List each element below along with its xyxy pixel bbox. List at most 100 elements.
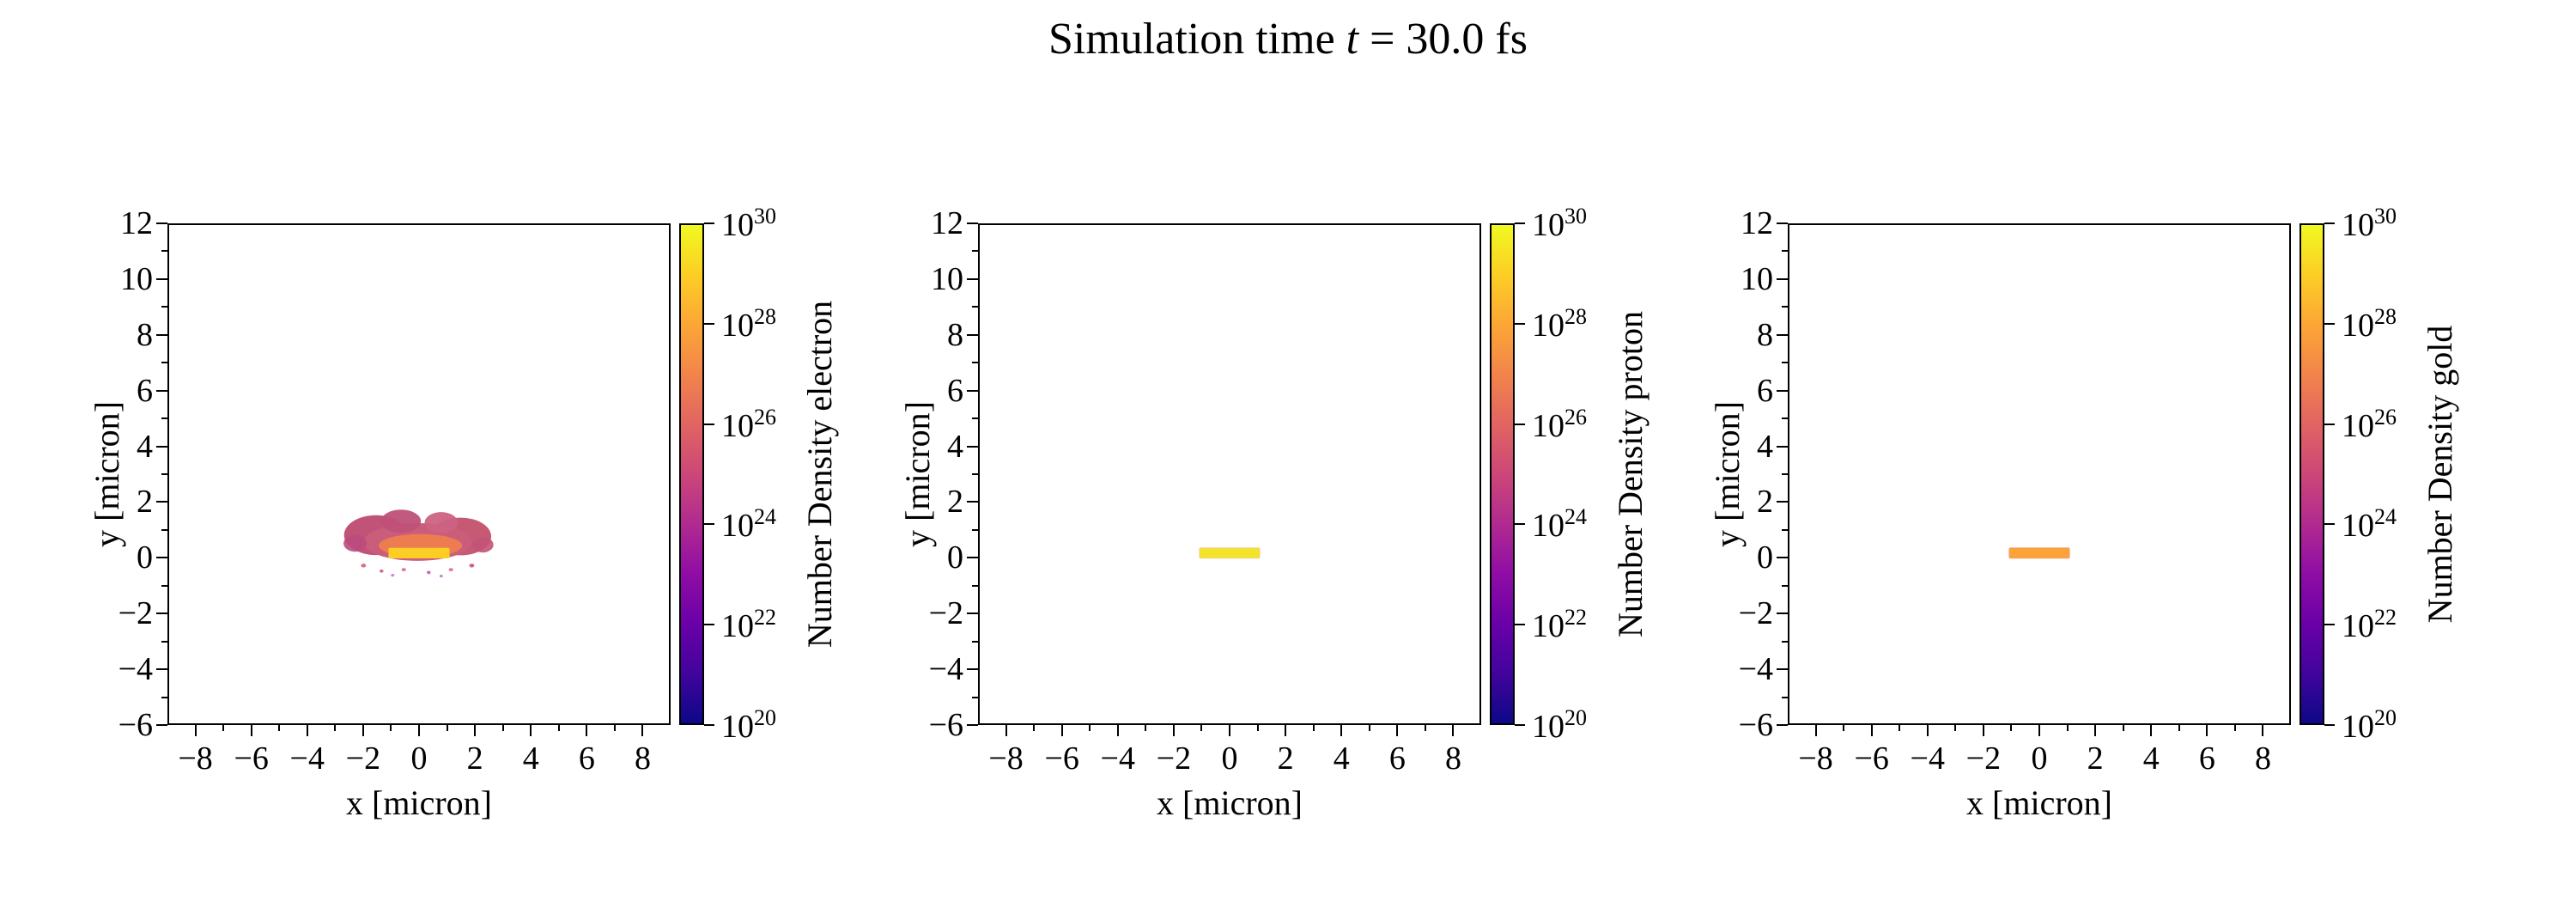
density-feature-electron <box>343 534 368 552</box>
colorbar-tick-mark <box>704 724 714 726</box>
colorbar-tick-label: 1024 <box>721 504 776 545</box>
x-tick-mark <box>530 725 532 736</box>
density-map-proton <box>1199 547 1261 559</box>
x-tick-label: 8 <box>1444 740 1461 777</box>
colorbar-tick-exponent: 26 <box>1564 404 1587 430</box>
x-tick-mark <box>1285 725 1287 736</box>
y-tick-mark <box>1777 501 1788 503</box>
x-minor-tick-mark <box>446 725 448 731</box>
density-feature-electron <box>380 509 422 533</box>
colorbar-tick-mark <box>2324 523 2335 526</box>
y-tick-mark <box>967 333 978 336</box>
y-minor-tick-mark <box>972 473 978 475</box>
y-minor-tick-mark <box>161 696 167 698</box>
x-tick-mark <box>1982 725 1984 736</box>
colorbar-tick-mark <box>704 523 714 526</box>
x-minor-tick-mark <box>2178 725 2180 731</box>
x-tick-label: 4 <box>522 740 539 777</box>
x-minor-tick-mark <box>2233 725 2236 731</box>
x-tick-mark <box>306 725 308 736</box>
colorbar-tick-exponent: 24 <box>1564 504 1587 530</box>
colorbar-tick-exponent: 28 <box>1564 303 1587 329</box>
figure-title: Simulation time t = 30.0 fs <box>0 14 2576 64</box>
colorbar-tick-mark <box>2324 724 2335 726</box>
x-tick-label: 4 <box>2142 740 2160 777</box>
colorbar-tick-label: 1022 <box>1532 605 1587 645</box>
density-feature-electron <box>472 537 494 553</box>
colorbar-tick-label: 1020 <box>721 705 776 745</box>
colorbar-tick-exponent: 24 <box>2374 504 2397 530</box>
y-minor-tick-mark <box>1782 584 1788 587</box>
colorbar-tick-label: 1024 <box>1532 504 1587 545</box>
y-minor-tick-mark <box>1782 250 1788 253</box>
y-tick-label: −2 <box>928 595 963 632</box>
y-tick-label: −6 <box>118 707 153 743</box>
title-text-prefix: Simulation time <box>1048 15 1346 64</box>
x-tick-label: 6 <box>2198 740 2215 777</box>
y-minor-tick-mark <box>161 584 167 587</box>
colorbar-tick-label: 1020 <box>2342 705 2397 745</box>
x-tick-mark <box>1452 725 1455 736</box>
x-tick-label: −4 <box>1910 740 1945 777</box>
density-feature-electron <box>380 569 384 573</box>
x-tick-mark <box>1116 725 1119 736</box>
x-axis-label: x [micron] <box>346 783 492 822</box>
density-map-gold <box>2008 547 2070 559</box>
y-tick-mark <box>1777 333 1788 336</box>
y-tick-label: −2 <box>1738 595 1773 632</box>
y-tick-mark <box>156 613 167 615</box>
colorbar-tick-label: 1030 <box>1532 204 1587 243</box>
y-tick-label: 2 <box>1757 484 1773 521</box>
y-tick-mark <box>156 222 167 224</box>
y-tick-label: −4 <box>928 651 963 688</box>
density-feature-electron <box>439 574 443 578</box>
y-tick-mark <box>1777 389 1788 392</box>
y-tick-label: 0 <box>947 539 963 576</box>
x-minor-tick-mark <box>1033 725 1036 731</box>
colorbar-tick-exponent: 30 <box>754 204 776 229</box>
x-tick-label: −8 <box>988 740 1024 777</box>
x-tick-label: −6 <box>1044 740 1079 777</box>
y-minor-tick-mark <box>972 417 978 420</box>
colorbar-tick-mark <box>2324 423 2335 425</box>
x-tick-mark <box>250 725 252 736</box>
y-tick-mark <box>967 613 978 615</box>
x-tick-label: 8 <box>2254 740 2271 777</box>
y-tick-mark <box>967 277 978 280</box>
y-tick-mark <box>967 668 978 671</box>
x-minor-tick-mark <box>278 725 281 731</box>
y-minor-tick-mark <box>972 306 978 308</box>
x-tick-mark <box>2262 725 2264 736</box>
plot-area-proton <box>978 223 1481 725</box>
x-tick-mark <box>2094 725 2097 736</box>
y-axis-label: y [micron] <box>898 401 937 547</box>
x-minor-tick-mark <box>1145 725 1147 731</box>
y-minor-tick-mark <box>161 250 167 253</box>
x-tick-mark <box>2038 725 2040 736</box>
y-minor-tick-mark <box>972 584 978 587</box>
y-minor-tick-mark <box>161 640 167 643</box>
y-tick-mark <box>967 501 978 503</box>
y-tick-label: −4 <box>118 651 153 688</box>
colorbar-tick-exponent: 26 <box>2374 404 2397 430</box>
x-tick-label: 8 <box>634 740 651 777</box>
y-minor-tick-mark <box>1782 696 1788 698</box>
y-tick-mark <box>1777 222 1788 224</box>
colorbar-tick-label: 1022 <box>721 605 776 645</box>
colorbar-tick-exponent: 30 <box>2374 204 2397 229</box>
colorbar-tick-mark <box>1515 423 1525 425</box>
y-tick-label: 6 <box>947 372 963 409</box>
x-tick-label: 2 <box>466 740 483 777</box>
x-minor-tick-mark <box>1256 725 1259 731</box>
plot-area-gold <box>1788 223 2291 725</box>
colorbar-tick-label: 1028 <box>721 303 776 344</box>
x-minor-tick-mark <box>222 725 225 731</box>
y-tick-label: −6 <box>1738 707 1773 743</box>
y-tick-label: −6 <box>928 707 963 743</box>
y-tick-label: 6 <box>137 372 153 409</box>
colorbar-tick-mark <box>2324 322 2335 325</box>
density-feature-electron <box>427 570 431 575</box>
colorbar-tick-mark <box>2324 222 2335 224</box>
x-tick-label: 0 <box>2031 740 2048 777</box>
x-minor-tick-mark <box>1424 725 1426 731</box>
